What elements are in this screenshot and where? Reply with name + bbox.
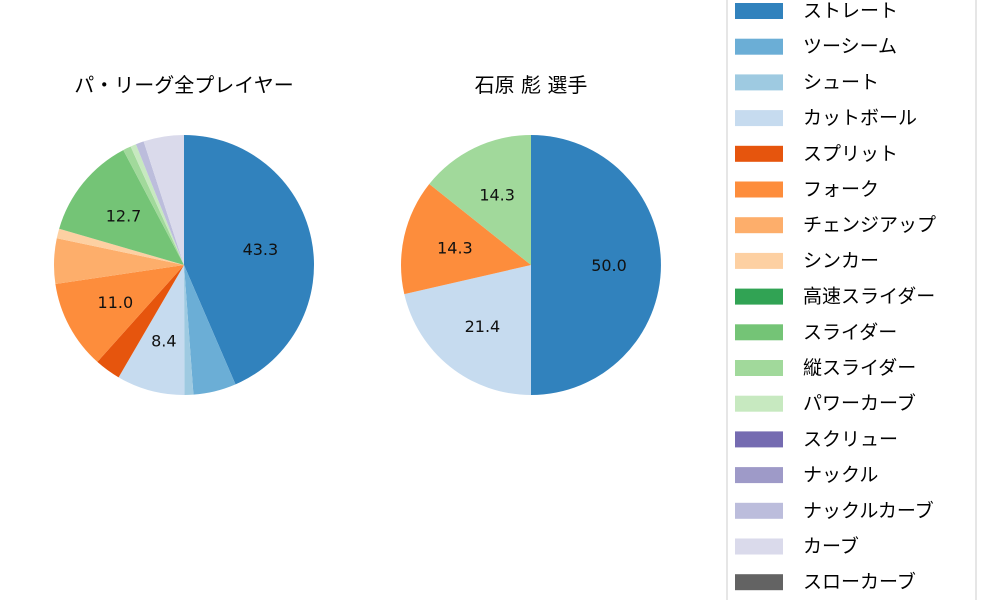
pie-slice <box>59 150 184 265</box>
legend-swatch <box>735 110 783 127</box>
pie-slice <box>118 265 185 395</box>
slice-value-label: 21.4 <box>465 317 501 336</box>
legend-label: シンカー <box>803 250 879 272</box>
chart-title-player: 石原 彪 選手 <box>475 73 588 97</box>
legend-swatch <box>735 395 783 412</box>
pie-slice <box>143 135 184 265</box>
legend-swatch <box>735 288 783 305</box>
legend-swatch <box>735 538 783 555</box>
legend-swatch <box>735 574 783 591</box>
legend-label: ストレート <box>803 0 898 22</box>
pie-slice <box>123 146 184 265</box>
legend-label: チェンジアップ <box>803 214 936 236</box>
pie-slice <box>531 135 661 395</box>
legend-label: シュート <box>803 71 879 93</box>
pie-player: 50.0 21.4 14.3 14.3 <box>400 135 661 396</box>
pie-slice <box>184 265 194 395</box>
legend-label: カットボール <box>803 107 917 129</box>
pie-slice <box>55 265 185 362</box>
pie-slice <box>56 228 184 265</box>
legend-label: カーブ <box>803 535 859 558</box>
slice-value-label: 8.4 <box>151 331 176 350</box>
legend-label: スローカーブ <box>803 570 916 593</box>
chart-title-league: パ・リーグ全プレイヤー <box>74 73 293 97</box>
slice-value-label: 12.7 <box>106 207 142 226</box>
legend-swatch <box>735 74 783 91</box>
legend-swatch <box>735 252 783 269</box>
pie-slice <box>130 144 184 265</box>
legend-label: フォーク <box>803 179 879 201</box>
pie-slice <box>184 135 315 385</box>
legend-swatch <box>735 502 783 519</box>
pie-slice <box>97 265 184 378</box>
legend-label: スプリット <box>803 143 898 165</box>
legend-label: パワーカーブ <box>803 392 916 415</box>
pie-slice <box>184 265 236 395</box>
slice-value-label: 14.3 <box>479 186 515 205</box>
legend-label: スクリュー <box>803 428 898 450</box>
pie-slice <box>54 238 184 285</box>
legend-swatch <box>735 38 783 55</box>
legend: ストレートツーシームシュートカットボールスプリットフォークチェンジアップシンカー… <box>726 0 977 600</box>
legend-swatch <box>735 467 783 484</box>
slice-value-label: 11.0 <box>98 293 134 312</box>
pie-slice <box>400 184 531 295</box>
legend-swatch <box>735 181 783 198</box>
legend-frame <box>726 0 977 600</box>
pie-slice <box>135 141 184 265</box>
legend-swatch <box>735 217 783 234</box>
legend-swatch <box>735 431 783 448</box>
slice-value-label: 43.3 <box>243 240 279 259</box>
legend-label: ツーシーム <box>803 36 897 58</box>
legend-label: スライダー <box>803 321 897 343</box>
legend-swatch <box>735 360 783 376</box>
slice-value-label: 50.0 <box>591 256 627 275</box>
pie-slice <box>404 265 531 396</box>
slice-value-label: 14.3 <box>437 239 473 258</box>
pie-slice <box>429 135 531 265</box>
legend-label: 縦スライダー <box>803 357 916 379</box>
pie-league: 43.3 8.4 11.0 12.7 <box>54 135 315 395</box>
legend-swatch <box>735 3 783 19</box>
legend-swatch <box>735 145 783 162</box>
legend-label: 高速スライダー <box>803 286 935 308</box>
legend-swatch <box>735 324 783 341</box>
legend-label: ナックル <box>803 464 878 486</box>
legend-label: ナックルカーブ <box>803 499 934 522</box>
